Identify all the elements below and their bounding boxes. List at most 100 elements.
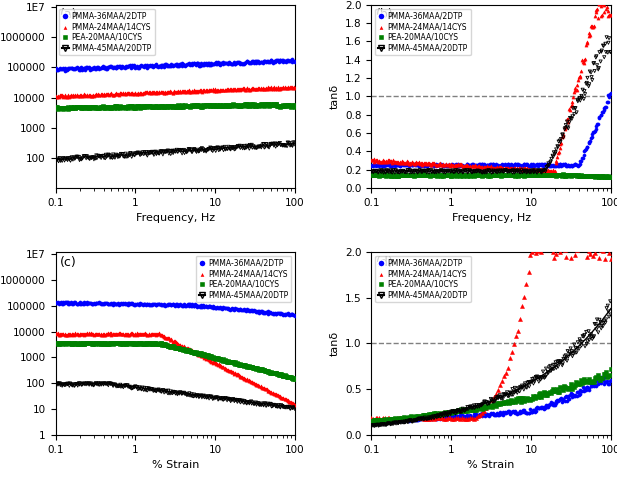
Point [405,162,415,169]
Point [127,384,137,392]
Point [545,162,555,170]
Point [257,365,267,373]
Point [510,172,520,179]
Point [431,414,441,422]
Point [131,329,141,337]
Point [65,331,75,338]
Point [77,155,86,163]
Point [126,385,136,392]
Point [220,395,230,403]
Point [509,169,519,176]
Point [263,143,273,151]
Point [75,340,85,348]
Point [218,144,228,152]
Point [577,94,587,101]
Point [498,167,508,175]
Point [65,92,75,99]
Point [286,398,296,406]
Point [429,161,439,169]
Point [230,370,239,378]
Point [495,162,505,170]
Point [386,168,395,175]
Point [553,150,563,157]
Point [381,421,391,428]
Point [148,64,158,71]
Point [77,91,86,98]
Point [366,417,376,424]
Point [457,162,467,169]
Point [271,402,281,410]
Point [561,351,571,359]
Point [230,369,240,377]
Point [466,162,476,170]
Point [275,371,285,379]
Point [254,143,264,151]
Point [602,3,611,11]
Point [547,366,557,374]
Point [170,344,180,352]
Point [65,340,75,348]
Point [282,396,292,404]
Point [163,88,173,96]
Point [191,349,201,357]
Point [211,147,221,155]
Point [79,90,89,98]
Point [202,394,212,402]
Point [439,162,449,169]
Point [203,87,213,94]
Point [424,415,434,423]
Point [140,300,150,308]
Point [601,173,611,180]
Point [197,303,207,311]
Point [97,152,107,160]
Point [552,400,561,407]
Point [142,384,152,392]
Point [487,397,497,404]
Point [370,171,379,178]
Point [211,102,221,109]
Point [225,145,234,152]
Point [523,160,532,168]
Point [458,406,468,414]
Point [240,398,250,406]
Point [208,353,218,360]
Point [513,167,523,174]
Point [185,88,195,96]
Point [186,60,196,67]
Point [174,103,184,110]
Point [377,162,387,169]
Point [99,331,109,338]
Point [398,171,408,179]
Point [188,61,197,69]
Point [605,297,615,305]
Point [80,91,89,99]
Point [391,158,400,166]
Point [141,88,151,96]
Point [375,416,384,424]
Point [491,391,501,398]
Point [275,56,285,64]
Point [278,84,288,92]
Point [373,172,383,179]
Point [520,397,529,404]
Point [288,310,297,318]
Point [92,330,102,338]
Point [383,167,392,175]
Point [391,166,400,174]
Point [462,413,472,421]
Point [436,160,445,167]
Point [512,168,522,175]
Point [420,412,429,419]
Point [466,413,476,421]
Point [97,90,107,98]
Point [84,339,94,347]
Point [493,387,503,394]
Point [62,155,72,163]
Point [120,339,130,347]
Point [552,162,561,170]
Point [183,301,193,308]
Point [472,167,482,175]
Point [370,418,379,425]
Point [369,421,379,429]
Point [189,101,199,109]
